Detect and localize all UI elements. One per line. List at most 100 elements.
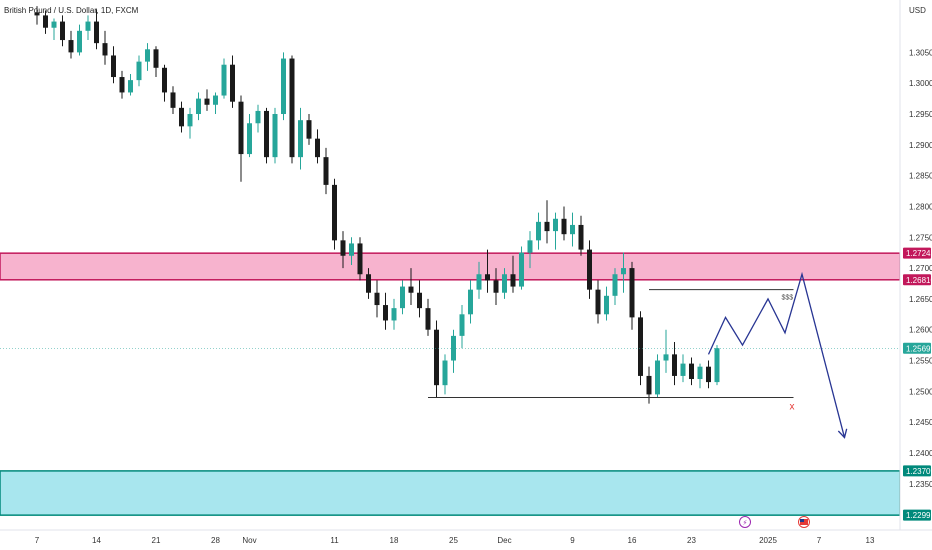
candle: [578, 215, 584, 256]
price-tick-label: 1.26000: [909, 326, 932, 335]
price-tick-label: 1.28500: [909, 172, 932, 181]
candle: [672, 342, 677, 386]
price-tick-label: 1.30000: [909, 79, 932, 88]
date-tick-label: 18: [390, 536, 399, 545]
candle: [502, 268, 507, 299]
us-flag-event-icon[interactable]: [798, 516, 810, 528]
candle: [349, 237, 354, 265]
candle: [604, 286, 609, 321]
candle: [289, 55, 295, 164]
candle: [119, 70, 125, 99]
candle: [536, 212, 541, 250]
candle: [170, 86, 176, 115]
candle: [493, 268, 499, 306]
zone-top-badge: 1.27242: [903, 247, 932, 259]
candle: [196, 92, 201, 121]
candle: [621, 252, 626, 293]
date-tick-label: 13: [866, 536, 875, 545]
date-tick-label: 21: [152, 536, 161, 545]
candle: [408, 268, 414, 306]
candle: [476, 261, 482, 299]
candle: [51, 18, 57, 41]
candle: [612, 268, 618, 306]
date-tick-label: 7: [817, 536, 822, 545]
candle: [85, 15, 91, 41]
liquidity-label: $$$: [782, 295, 794, 302]
demand-zone[interactable]: [0, 470, 901, 516]
price-tick-label: 1.23500: [909, 480, 932, 489]
candle: [459, 305, 465, 349]
candle: [213, 92, 218, 115]
candle: [60, 15, 65, 47]
candle: [638, 311, 643, 386]
candle: [697, 363, 703, 389]
candle: [374, 280, 380, 318]
candle: [255, 104, 261, 133]
candle: [34, 6, 40, 25]
candle: [128, 73, 133, 96]
zone-bottom-badge: 1.26810: [903, 274, 932, 286]
candle: [281, 52, 286, 121]
date-tick-label: 2025: [759, 536, 777, 545]
candle: [706, 360, 711, 389]
price-tick-label: 1.26500: [909, 295, 932, 304]
candle: [442, 354, 448, 395]
projection-path[interactable]: [707, 271, 846, 438]
price-tick-label: 1.27500: [909, 233, 932, 242]
candle: [570, 212, 575, 247]
candle: [561, 206, 567, 241]
price-tick-label: 1.25000: [909, 387, 932, 396]
current-price-badge: 1.25699: [903, 342, 932, 354]
supply-zone[interactable]: [0, 252, 901, 281]
zone-top-price: 1.27242: [906, 249, 932, 258]
candle: [434, 320, 439, 398]
candle: [587, 240, 592, 299]
candle: [272, 107, 278, 164]
candle: [400, 280, 405, 315]
price-tick-label: 1.28000: [909, 202, 932, 211]
candle: [77, 24, 82, 56]
candle: [680, 354, 686, 383]
candle: [145, 43, 150, 71]
candle: [153, 46, 159, 78]
price-tick-label: 1.25500: [909, 357, 932, 366]
price-axis-panel[interactable]: [900, 0, 932, 530]
date-tick-label: 25: [449, 536, 458, 545]
candle: [527, 231, 533, 269]
demand-top-badge: 1.23709: [903, 465, 932, 477]
candle: [629, 261, 635, 330]
candle: [510, 255, 516, 293]
candle: [366, 268, 371, 299]
candle: [383, 292, 388, 330]
zone-bottom-price: 1.26810: [906, 276, 932, 285]
supply-zone-rect[interactable]: [0, 252, 901, 281]
lightning-event-icon[interactable]: ⚡: [739, 516, 751, 528]
demand-zone-rect[interactable]: [0, 470, 901, 516]
candle: [315, 129, 320, 164]
candle: [340, 231, 346, 269]
candle: [187, 107, 193, 139]
candle-series: [34, 6, 720, 404]
date-tick-label: 7: [35, 536, 40, 545]
date-tick-label: 23: [687, 536, 696, 545]
demand-top-price: 1.23709: [906, 467, 932, 476]
date-tick-labels: 7 14 21 28 Nov 11 18 25 Dec 9 16 23 2025 7 13: [35, 536, 875, 545]
date-tick-label: 14: [92, 536, 101, 545]
price-tick-label: 1.27000: [909, 264, 932, 273]
candle: [43, 10, 48, 34]
date-tick-label: Nov: [242, 536, 256, 545]
candle: [247, 114, 252, 158]
candle: [655, 354, 660, 398]
target-x-mark: x: [790, 402, 795, 413]
date-tick-label: 9: [570, 536, 575, 545]
candle: [468, 280, 473, 324]
date-tick-label: 16: [628, 536, 637, 545]
price-tick-labels: 1.30500 1.30000 1.29500 1.29000 1.28500 1.280…: [909, 48, 932, 488]
date-tick-label: 28: [211, 536, 220, 545]
candle: [238, 95, 244, 182]
demand-bottom-badge: 1.22991: [903, 509, 932, 521]
candle: [221, 58, 227, 99]
candle: [298, 107, 303, 170]
candle: [544, 200, 550, 244]
